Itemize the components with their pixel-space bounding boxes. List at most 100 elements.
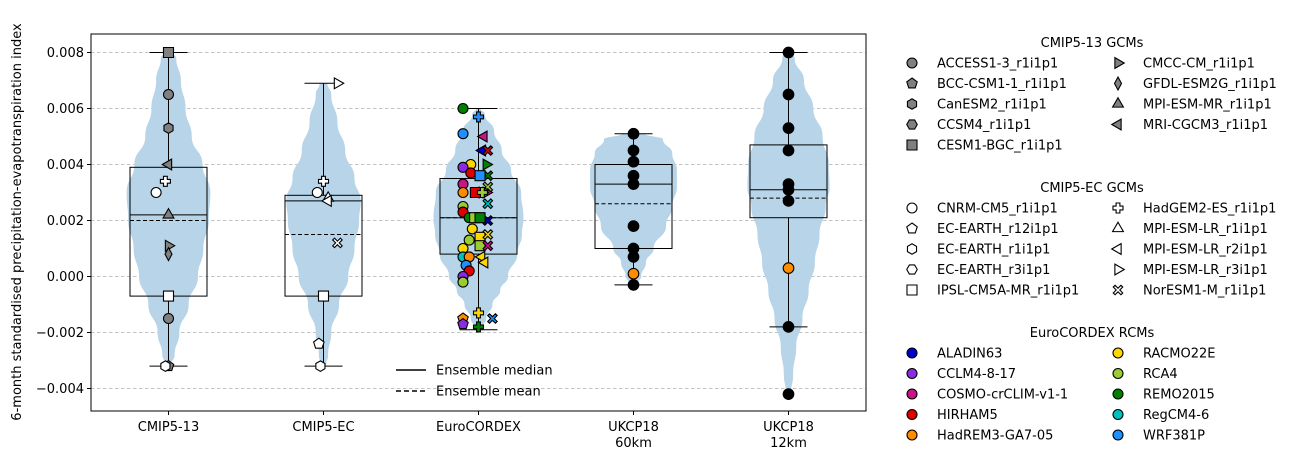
data-point bbox=[331, 237, 343, 249]
data-point bbox=[782, 46, 795, 59]
legend-marker bbox=[906, 264, 918, 275]
data-point bbox=[782, 183, 795, 196]
data-point bbox=[486, 312, 498, 325]
data-point bbox=[457, 128, 469, 140]
legend-label: NorESM1-M_r1i1p1 bbox=[1143, 284, 1266, 299]
legend-label: CCSM4_r1i1p1 bbox=[937, 118, 1031, 133]
legend-marker bbox=[1114, 56, 1126, 70]
data-point bbox=[482, 198, 494, 210]
legend-label: HadGEM2-ES_r1i1p1 bbox=[1143, 202, 1276, 217]
legend-label: CCLM4-8-17 bbox=[937, 367, 1016, 382]
legend-label: MPI-ESM-LR_r2i1p1 bbox=[1143, 243, 1268, 258]
y-axis: −0.004 −0.002 0.000 0.002 0.004 0.006 0.008 bbox=[36, 46, 91, 397]
legend-label: CanESM2_r1i1p1 bbox=[937, 98, 1047, 113]
data-point bbox=[782, 88, 795, 101]
legend-marker bbox=[906, 119, 918, 130]
legend-marker bbox=[1112, 388, 1124, 400]
legend-label: REMO2015 bbox=[1143, 388, 1215, 403]
legend-marker bbox=[1110, 242, 1122, 256]
legend-label: BCC-CSM1-1_r1i1p1 bbox=[937, 77, 1067, 92]
data-point bbox=[457, 102, 469, 115]
data-point bbox=[164, 246, 173, 262]
data-point bbox=[782, 262, 795, 274]
legend-marker bbox=[906, 388, 918, 400]
data-point bbox=[472, 111, 485, 123]
legend-marker bbox=[906, 202, 918, 214]
legend-title: CMIP5-EC GCMs bbox=[1040, 181, 1144, 196]
model-points bbox=[150, 46, 795, 400]
data-point bbox=[782, 388, 795, 400]
data-point bbox=[627, 279, 640, 291]
data-point bbox=[162, 207, 175, 219]
data-point bbox=[160, 360, 171, 372]
legend-label: Ensemble median bbox=[436, 364, 553, 379]
data-point bbox=[163, 122, 174, 134]
legend-marker bbox=[1112, 367, 1124, 380]
data-point bbox=[162, 88, 175, 101]
x-tick-label: UKCP18 bbox=[608, 420, 659, 435]
legend-label: EC-EARTH_r12i1p1 bbox=[937, 222, 1059, 237]
legend-label: CNRM-CM5_r1i1p1 bbox=[937, 202, 1058, 217]
y-tick-label: 0.002 bbox=[47, 214, 84, 229]
legend-label: COSMO-crCLIM-v1-1 bbox=[937, 388, 1068, 403]
data-point bbox=[627, 178, 640, 190]
data-point bbox=[457, 276, 469, 288]
legend-label: WRF381P bbox=[1143, 429, 1205, 444]
data-point bbox=[476, 130, 488, 143]
legend-title: CMIP5-13 GCMs bbox=[1041, 36, 1144, 51]
x-tick-label: UKCP18 bbox=[763, 420, 814, 435]
legend-marker bbox=[1112, 202, 1124, 214]
violins bbox=[126, 52, 830, 395]
y-tick-label: 0.004 bbox=[47, 158, 84, 173]
x-tick-label: 12km bbox=[770, 436, 807, 451]
legend-label: EC-EARTH_r1i1p1 bbox=[937, 243, 1050, 258]
data-point bbox=[482, 144, 494, 157]
violin-3 bbox=[590, 133, 677, 285]
legend-marker bbox=[1112, 408, 1124, 421]
legend-marker bbox=[1110, 118, 1122, 131]
legend-marker bbox=[906, 408, 918, 421]
data-point bbox=[161, 158, 173, 171]
legend-marker bbox=[906, 222, 918, 234]
data-point bbox=[627, 127, 640, 140]
legend-marker bbox=[906, 57, 918, 69]
legend-marker bbox=[906, 367, 918, 380]
data-point bbox=[627, 155, 640, 168]
data-point bbox=[312, 337, 325, 349]
legend-marker bbox=[906, 98, 918, 110]
y-tick-label: 0.008 bbox=[47, 46, 84, 61]
y-tick-label: −0.002 bbox=[36, 326, 84, 341]
data-point bbox=[162, 312, 175, 325]
legend-marker bbox=[906, 284, 918, 296]
x-axis: CMIP5-13 CMIP5-EC EuroCORDEX UKCP1860kmUKCP… bbox=[138, 411, 814, 451]
legend-marker bbox=[906, 139, 918, 151]
data-point bbox=[476, 186, 488, 199]
data-point bbox=[311, 186, 323, 199]
legend-label: HIRHAM5 bbox=[937, 408, 998, 423]
legend-label: EC-EARTH_r3i1p1 bbox=[937, 263, 1050, 278]
data-point bbox=[472, 321, 485, 333]
legend-label: ACCESS1-3_r1i1p1 bbox=[937, 57, 1058, 72]
data-point bbox=[627, 251, 640, 263]
legend-label: RACMO22E bbox=[1143, 347, 1215, 362]
data-point bbox=[477, 256, 489, 269]
data-point bbox=[472, 307, 485, 319]
data-point bbox=[474, 170, 486, 182]
legend-marker bbox=[1111, 221, 1125, 233]
data-point bbox=[465, 167, 477, 179]
data-point bbox=[159, 175, 171, 187]
x-tick-label: EuroCORDEX bbox=[436, 420, 521, 435]
legend-marker bbox=[906, 77, 918, 89]
data-point bbox=[317, 175, 330, 187]
legend-label: CMCC-CM_r1i1p1 bbox=[1143, 57, 1255, 72]
violin-1 bbox=[286, 83, 361, 367]
legend-marker bbox=[1112, 347, 1124, 359]
legend-label: IPSL-CM5A-MR_r1i1p1 bbox=[937, 284, 1079, 299]
data-point bbox=[782, 195, 795, 207]
legend-marker bbox=[1111, 96, 1125, 108]
data-point bbox=[482, 240, 494, 252]
data-point bbox=[463, 234, 475, 246]
legend-label: RegCM4-6 bbox=[1143, 408, 1209, 423]
legend-marker bbox=[906, 347, 918, 359]
